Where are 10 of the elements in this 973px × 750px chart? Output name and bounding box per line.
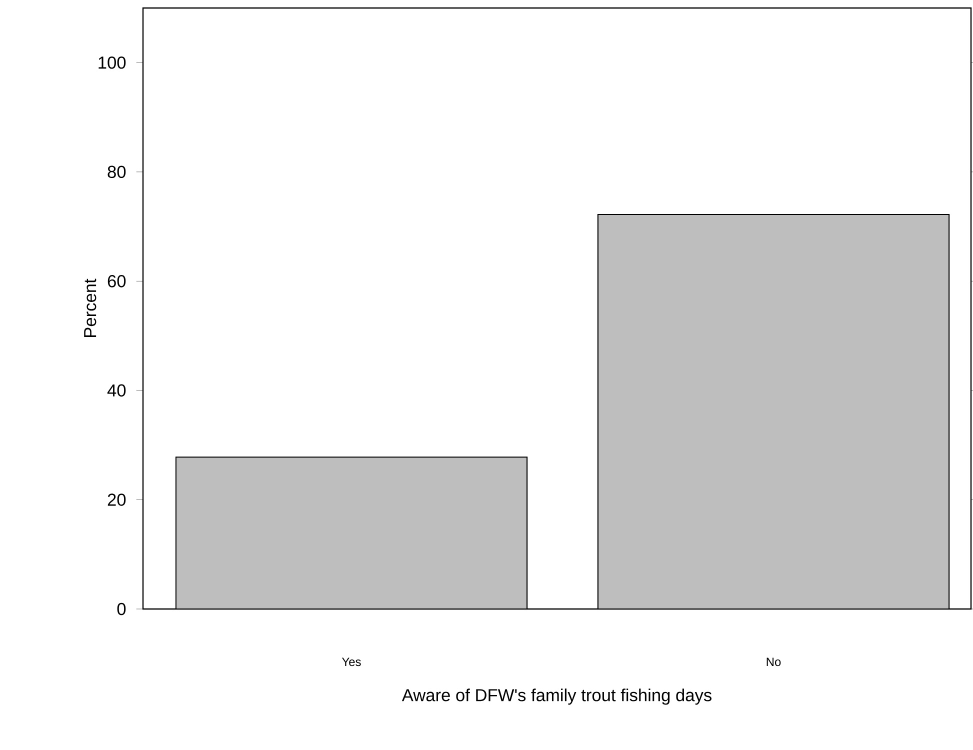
x-axis-title: Aware of DFW's family trout fishing days bbox=[402, 688, 712, 705]
y-tick-label: 40 bbox=[107, 384, 126, 397]
x-tick-label: No bbox=[766, 658, 781, 666]
y-axis-title: Percent bbox=[84, 278, 96, 337]
y-tick-label: 20 bbox=[108, 494, 126, 506]
y-tick-label: 100 bbox=[98, 56, 126, 69]
y-tick-label: 60 bbox=[108, 275, 126, 288]
x-tick-label: Yes bbox=[342, 658, 361, 666]
y-tick-label: 80 bbox=[108, 166, 126, 178]
y-tick-label: 0 bbox=[117, 602, 126, 616]
